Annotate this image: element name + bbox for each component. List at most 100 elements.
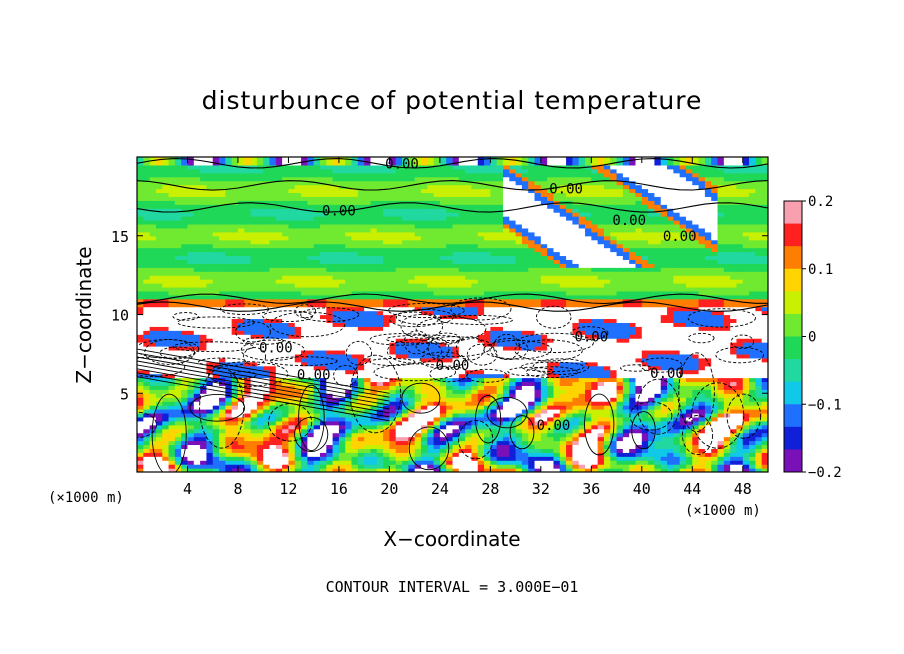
heatmap-cell (168, 452, 176, 457)
heatmap-cell (667, 373, 674, 379)
heatmap-cell (446, 460, 454, 465)
heatmap-cell (730, 416, 738, 422)
heatmap-cell (452, 294, 460, 300)
heatmap-cell (667, 416, 674, 422)
heatmap-cell (521, 290, 529, 296)
heatmap-cell (219, 275, 226, 280)
heatmap-cell (225, 369, 233, 375)
heatmap-cell (288, 416, 296, 422)
heatmap-cell (585, 432, 592, 438)
heatmap-cell (269, 310, 277, 316)
heatmap-cell (685, 322, 693, 327)
heatmap-cell (471, 424, 479, 430)
heatmap-cell (219, 432, 226, 438)
heatmap-cell (521, 338, 529, 343)
heatmap-cell (641, 420, 649, 426)
heatmap-cell (654, 306, 662, 312)
heatmap-cell (427, 302, 435, 308)
heatmap-cell (477, 286, 485, 292)
heatmap-cell (502, 428, 510, 434)
heatmap-cell (200, 322, 208, 327)
heatmap-cell (168, 306, 176, 312)
heatmap-cell (521, 330, 529, 335)
heatmap-cell (528, 389, 536, 394)
heatmap-cell (414, 290, 422, 296)
heatmap-cell (685, 369, 693, 375)
heatmap-cell (187, 432, 195, 438)
heatmap-cell (187, 393, 195, 398)
heatmap-cell (181, 389, 189, 394)
heatmap-cell (704, 440, 712, 446)
heatmap-cell (301, 342, 308, 347)
heatmap-cell (319, 279, 327, 284)
heatmap-cell (155, 334, 163, 339)
heatmap-cell (484, 416, 491, 422)
heatmap-cell (553, 460, 561, 465)
heatmap-cell (376, 322, 384, 327)
heatmap-cell (641, 326, 649, 331)
heatmap-cell (282, 334, 290, 339)
heatmap-cell (730, 412, 738, 418)
heatmap-cell (193, 444, 201, 449)
heatmap-cell (610, 448, 618, 453)
heatmap-cell (641, 290, 649, 296)
heatmap-cell (704, 361, 712, 367)
heatmap-cell (294, 326, 302, 331)
heatmap-cell (433, 393, 441, 398)
heatmap-cell (345, 361, 353, 367)
heatmap-cell (471, 405, 479, 410)
heatmap-cell (660, 412, 668, 418)
heatmap-cell (704, 283, 712, 288)
heatmap-cell (275, 318, 283, 323)
heatmap-cell (622, 346, 630, 351)
heatmap-cell (502, 306, 510, 312)
heatmap-cell (408, 357, 416, 363)
heatmap-cell (162, 452, 170, 457)
heatmap-cell (187, 381, 195, 386)
heatmap-cell (237, 353, 245, 359)
heatmap-cell (332, 373, 340, 379)
heatmap-cell (288, 314, 296, 320)
heatmap-cell (414, 318, 422, 323)
heatmap-cell (376, 468, 384, 472)
heatmap-cell (502, 385, 510, 390)
heatmap-cell (717, 448, 725, 453)
heatmap-cell (307, 409, 315, 414)
heatmap-cell (250, 346, 258, 351)
heatmap-cell (698, 385, 706, 390)
heatmap-cell (717, 381, 725, 386)
heatmap-cell (742, 416, 750, 422)
heatmap-cell (244, 314, 252, 320)
heatmap-cell (723, 286, 731, 292)
heatmap-cell (168, 456, 176, 461)
heatmap-cell (566, 302, 573, 308)
heatmap-cell (427, 338, 435, 343)
heatmap-cell (155, 405, 163, 410)
heatmap-cell (749, 283, 756, 288)
heatmap-cell (616, 318, 624, 323)
heatmap-cell (534, 405, 542, 410)
heatmap-cell (402, 357, 409, 363)
heatmap-cell (679, 381, 687, 386)
heatmap-cell (269, 381, 277, 386)
heatmap-cell (143, 326, 151, 331)
heatmap-cell (635, 279, 643, 284)
heatmap-cell (162, 349, 170, 355)
heatmap-cell (357, 338, 365, 343)
heatmap-cell (723, 420, 731, 426)
heatmap-cell (761, 381, 768, 386)
heatmap-cell (559, 405, 567, 410)
heatmap-cell (761, 298, 768, 304)
heatmap-cell (250, 412, 258, 418)
heatmap-cell (654, 353, 662, 359)
heatmap-cell (162, 420, 170, 426)
heatmap-cell (263, 298, 271, 304)
heatmap-cell (446, 346, 454, 351)
heatmap-cell (515, 385, 523, 390)
heatmap-cell (578, 448, 586, 453)
heatmap-cell (566, 306, 573, 312)
heatmap-cell (622, 342, 630, 347)
heatmap-cell (685, 397, 693, 402)
heatmap-cell (275, 298, 283, 304)
heatmap-cell (667, 322, 674, 327)
